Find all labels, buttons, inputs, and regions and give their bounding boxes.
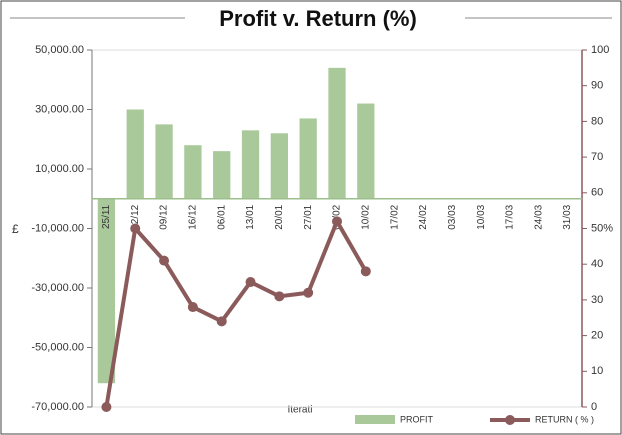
bar: [357, 103, 375, 199]
y2-tick-label: 60: [591, 187, 603, 199]
x-tick-label: 24/02: [418, 204, 429, 229]
line-marker: [216, 316, 227, 327]
bar: [213, 151, 231, 199]
y-tick-label: -10,000.00: [31, 222, 84, 234]
bar: [299, 118, 317, 199]
line-marker: [332, 216, 342, 227]
y-tick-label: 50,000.00: [35, 44, 84, 56]
x-tick-label: 27/01: [303, 204, 314, 229]
y2-tick-label: 50%: [591, 222, 613, 234]
y2-tick-label: 100: [591, 44, 609, 56]
y2-tick-label: 90: [591, 80, 603, 92]
y2-tick-label: 80: [591, 115, 603, 127]
y2-tick-label: 40: [591, 258, 603, 270]
y2-tick-label: 30: [591, 294, 603, 306]
y2-tick-label: 70: [591, 151, 603, 163]
chart-title: Profit v. Return (%): [219, 6, 417, 31]
legend-label: RETURN ( % ): [535, 414, 594, 424]
x-tick-label: 09/12: [159, 204, 170, 229]
y-tick-label: 30,000.00: [35, 103, 84, 115]
bar: [328, 67, 346, 199]
line-marker: [274, 291, 285, 302]
x-tick-label: 06/01: [216, 204, 227, 229]
x-tick-label: 03/03: [447, 204, 458, 229]
bar: [126, 109, 144, 199]
bar: [97, 198, 116, 384]
y-tick-label: 10,000.00: [35, 163, 84, 175]
x-tick-label: 10/03: [476, 204, 487, 229]
line-marker: [130, 223, 141, 234]
line-marker: [159, 255, 170, 266]
x-tick-label: 17/03: [505, 204, 516, 229]
line: [104, 216, 368, 408]
legend-swatch: [355, 415, 395, 424]
y2-tick-label: 10: [591, 365, 603, 377]
bar: [155, 124, 173, 199]
legend-swatch: [505, 415, 515, 425]
x-tick-label: 10/02: [360, 204, 371, 229]
y-axis-label: £: [12, 222, 19, 236]
x-tick-label: 25/11: [101, 204, 112, 229]
line-marker: [360, 266, 371, 277]
line-marker: [187, 302, 198, 313]
y2-tick-label: 20: [591, 330, 603, 342]
x-tick-label: 20/01: [274, 204, 285, 229]
x-axis-label: Iterati: [287, 405, 312, 416]
x-tick-label: 16/12: [188, 204, 199, 229]
y-tick-label: -50,000.00: [31, 341, 84, 353]
y-tick-label: -30,000.00: [31, 282, 84, 294]
x-tick-label: 31/03: [562, 204, 573, 229]
bar: [184, 145, 202, 199]
line-marker: [245, 277, 256, 288]
x-tick-label: 02/12: [130, 204, 141, 229]
y2-tick-label: 0: [591, 401, 597, 413]
y-tick-label: -70,000.00: [31, 401, 84, 413]
x-tick-label: 13/01: [245, 204, 256, 229]
legend-label: PROFIT: [400, 414, 434, 424]
x-tick-label: 24/03: [533, 204, 544, 229]
line-marker: [303, 287, 314, 298]
bar: [241, 130, 260, 199]
bar: [270, 133, 288, 199]
x-tick-label: 17/02: [389, 204, 400, 229]
line-marker: [101, 402, 112, 412]
